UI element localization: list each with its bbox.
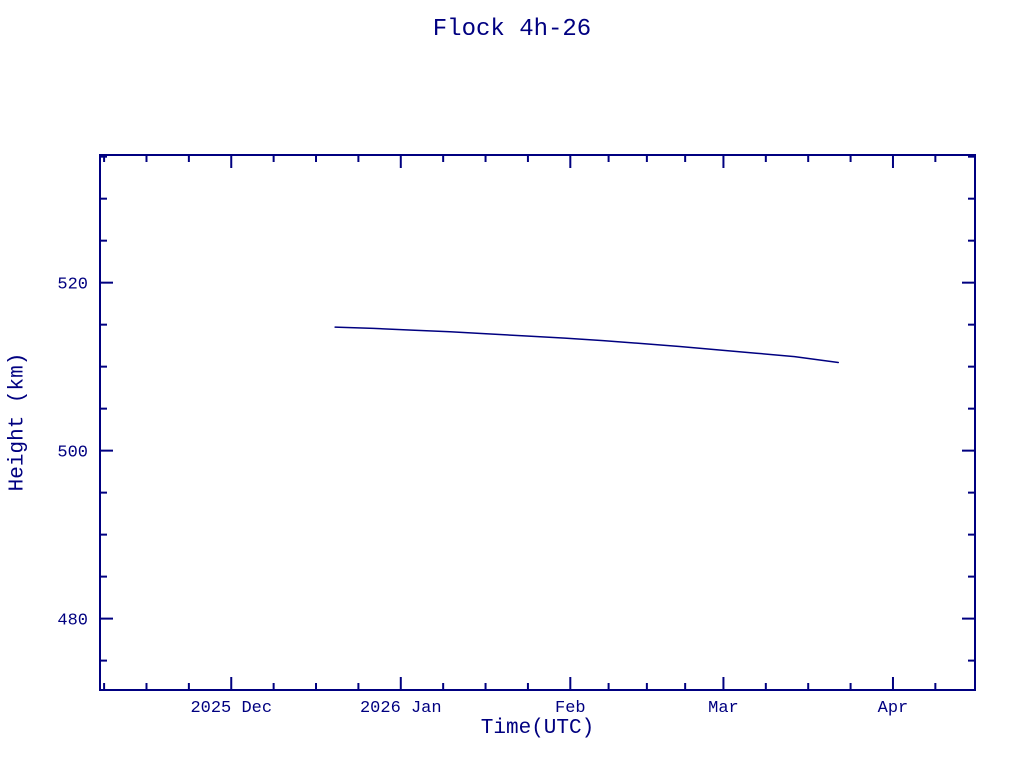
data-line	[334, 326, 840, 364]
y-tick-label: 500	[57, 444, 88, 463]
x-axis-label: Time(UTC)	[480, 717, 595, 740]
axis-ticks	[100, 155, 975, 690]
x-tick-label: 2026 Jan	[360, 699, 442, 718]
x-tick-label: 2025 Dec	[190, 699, 272, 718]
tick-labels: 2025 Dec 2026 Jan Feb Mar Apr 480 500 520	[57, 276, 908, 718]
x-tick-label: Apr	[878, 699, 909, 718]
y-tick-label: 480	[57, 612, 88, 631]
plot-frame	[99, 154, 976, 691]
y-tick-label: 520	[57, 276, 88, 295]
x-tick-label: Mar	[708, 699, 739, 718]
chart-title: Flock 4h-26	[432, 16, 592, 43]
x-tick-label: Feb	[555, 699, 586, 718]
